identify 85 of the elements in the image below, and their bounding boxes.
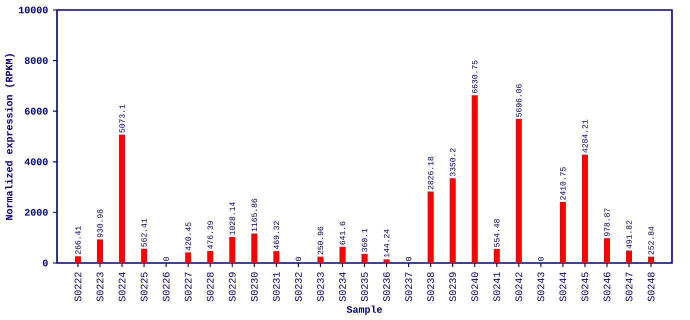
bar — [494, 248, 500, 263]
bar — [560, 202, 566, 263]
x-tick-label: S0238 — [427, 272, 434, 302]
x-tick-label: S0231 — [272, 272, 280, 302]
x-tick-label: S0240 — [471, 272, 478, 302]
bar — [450, 178, 456, 263]
data-label: 252.84 — [648, 226, 654, 254]
data-label: 0 — [406, 257, 412, 261]
data-label: 6630.75 — [472, 60, 478, 94]
data-label: 0 — [296, 257, 302, 261]
y-tick-label: 4000 — [24, 158, 48, 166]
data-label: 420.45 — [185, 222, 191, 250]
x-tick-label: S0242 — [515, 272, 522, 302]
x-tick-label: S0230 — [250, 272, 258, 302]
x-tick-label: S0229 — [228, 272, 236, 302]
data-label: 5696.06 — [516, 84, 522, 117]
x-tick-label: S0224 — [118, 272, 126, 302]
data-label: 554.48 — [494, 219, 500, 247]
x-tick-label: S0248 — [648, 272, 654, 302]
x-tick-label: S0234 — [339, 272, 346, 302]
bar — [362, 254, 368, 263]
x-tick-label: S0244 — [559, 272, 566, 302]
bar — [229, 236, 236, 263]
data-label: 2410.75 — [560, 167, 566, 200]
data-label: 491.82 — [626, 220, 632, 249]
bar — [317, 256, 324, 263]
bar — [207, 250, 214, 263]
y-tick-label: 6000 — [24, 108, 48, 115]
y-axis-title: Normalized expression (RPKM) — [5, 54, 14, 220]
data-label: 0 — [163, 257, 169, 261]
data-label: 930.98 — [97, 210, 103, 238]
data-label: 1165.86 — [252, 198, 258, 232]
bar — [582, 154, 588, 263]
data-label: 4284.21 — [582, 120, 588, 153]
y-tick-label: 2000 — [24, 208, 48, 216]
bar — [185, 252, 192, 263]
data-label: 641.6 — [340, 222, 346, 245]
x-tick-label: S0235 — [361, 272, 368, 302]
x-tick-label: S0236 — [383, 272, 390, 302]
x-tick-label: S0223 — [96, 272, 104, 302]
x-tick-label: S0226 — [162, 272, 170, 302]
x-tick-label: S0247 — [626, 272, 632, 302]
bar — [119, 134, 126, 263]
data-label: 1028.14 — [230, 202, 235, 235]
data-label: 5073.1 — [119, 104, 125, 133]
bar — [626, 250, 632, 263]
y-tick-label: 10000 — [18, 6, 48, 14]
y-tick-label: 8000 — [24, 57, 48, 64]
bar — [251, 233, 258, 263]
x-tick-label: S0239 — [449, 272, 456, 302]
bar — [339, 246, 346, 263]
x-tick-label: S0243 — [537, 272, 544, 302]
data-label: 0 — [538, 257, 544, 261]
bar — [516, 118, 522, 263]
data-label: 562.41 — [141, 218, 147, 247]
x-tick-label: S0237 — [405, 272, 412, 302]
x-tick-label: S0246 — [604, 272, 610, 302]
x-tick-label: S0241 — [493, 272, 500, 302]
x-tick-label: S0233 — [317, 272, 324, 302]
data-label: 250.96 — [318, 226, 324, 254]
bar — [141, 248, 148, 263]
data-label: 2826.18 — [428, 156, 434, 190]
bar — [273, 251, 280, 263]
y-tick-label: 0 — [42, 260, 48, 266]
x-tick-label: S0222 — [74, 272, 82, 302]
bar — [648, 256, 654, 263]
bar — [96, 239, 103, 263]
x-tick-label: S0225 — [140, 272, 148, 302]
bar — [472, 95, 478, 263]
data-label: 978.87 — [604, 208, 610, 236]
bar — [604, 238, 610, 263]
x-tick-label: S0227 — [184, 272, 192, 302]
x-tick-label: S0232 — [294, 272, 302, 302]
data-label: 476.39 — [207, 221, 213, 249]
bar — [74, 256, 81, 263]
x-tick-label: S0245 — [582, 272, 588, 302]
bar — [428, 191, 434, 263]
data-label: 266.41 — [75, 226, 81, 254]
bar — [384, 259, 390, 263]
x-axis-title: Sample — [346, 306, 382, 315]
data-label: 144.24 — [384, 229, 390, 258]
data-label: 360.1 — [362, 228, 368, 252]
data-label: 3350.2 — [450, 148, 456, 176]
x-tick-label: S0228 — [206, 272, 214, 302]
data-label: 469.32 — [274, 221, 280, 250]
